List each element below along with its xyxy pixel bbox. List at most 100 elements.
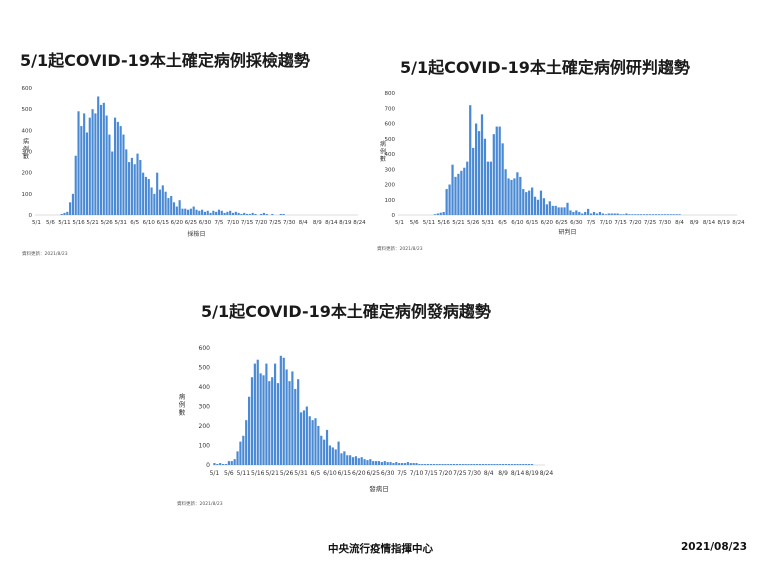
bar xyxy=(457,173,460,215)
bar xyxy=(444,464,447,465)
bar xyxy=(167,198,170,215)
y-tick-label: 500 xyxy=(199,365,211,372)
x-tick-label: 5/31 xyxy=(482,220,494,226)
bar xyxy=(83,113,86,215)
x-tick-label: 5/21 xyxy=(265,470,279,477)
x-tick-label: 8/14 xyxy=(511,470,525,477)
x-tick-label: 6/20 xyxy=(171,220,184,226)
x-tick-label: 8/4 xyxy=(299,220,308,226)
bar xyxy=(610,213,613,215)
bar xyxy=(625,213,628,215)
bar xyxy=(631,214,634,215)
x-tick-label: 8/19 xyxy=(525,470,539,477)
x-tick-label: 6/10 xyxy=(323,470,337,477)
bar xyxy=(575,210,578,215)
x-tick-label: 5/11 xyxy=(58,220,70,226)
bar xyxy=(557,207,560,215)
bar xyxy=(323,439,326,465)
bar xyxy=(245,213,249,215)
bar xyxy=(640,214,643,215)
bar xyxy=(369,459,372,465)
bar xyxy=(251,212,254,215)
bar xyxy=(178,200,181,215)
bar xyxy=(320,435,323,465)
bar xyxy=(184,208,187,215)
bar xyxy=(314,418,317,465)
x-tick-label: 6/10 xyxy=(511,220,524,226)
bar xyxy=(481,464,485,465)
bar xyxy=(409,463,412,465)
bar xyxy=(530,464,534,465)
chart-title: 5/1起COVID-19本土確定病例採檢趨勢 xyxy=(20,51,310,70)
y-tick-label: 500 xyxy=(385,137,396,143)
x-tick-label: 6/15 xyxy=(526,220,539,226)
bar xyxy=(60,213,63,215)
bar xyxy=(499,464,502,465)
bar xyxy=(375,461,378,465)
y-axis-label: 病例數 xyxy=(380,140,386,163)
bar xyxy=(398,463,401,465)
bar xyxy=(447,464,450,465)
x-axis-label: 採檢日 xyxy=(187,230,205,238)
x-tick-label: 8/19 xyxy=(339,220,352,226)
bar xyxy=(189,208,192,215)
bar xyxy=(291,371,294,465)
bar xyxy=(170,195,173,215)
x-tick-label: 7/10 xyxy=(410,470,424,477)
bar xyxy=(222,464,225,465)
bar xyxy=(227,461,230,465)
bar xyxy=(317,426,320,465)
bar xyxy=(645,214,649,215)
x-tick-label: 5/6 xyxy=(46,220,55,226)
bar xyxy=(262,212,265,215)
bar xyxy=(282,357,285,465)
bar xyxy=(651,214,655,215)
bar xyxy=(389,462,392,465)
bar xyxy=(130,157,133,215)
bar xyxy=(260,213,263,215)
bar xyxy=(201,209,204,215)
bar xyxy=(133,164,136,215)
bar xyxy=(254,213,257,215)
bar xyxy=(192,206,195,215)
bar xyxy=(654,214,658,215)
bar xyxy=(463,167,466,215)
bar xyxy=(209,212,212,215)
bar xyxy=(613,213,616,215)
bar xyxy=(442,211,445,215)
bar xyxy=(288,381,291,465)
bar xyxy=(545,204,548,215)
bar xyxy=(102,102,105,215)
bar xyxy=(337,441,340,465)
y-tick-label: 300 xyxy=(199,404,211,411)
bar xyxy=(451,164,454,215)
bar xyxy=(436,213,439,215)
bar xyxy=(217,209,221,215)
x-tick-label: 6/5 xyxy=(498,220,507,226)
x-tick-label: 6/5 xyxy=(130,220,139,226)
bar xyxy=(297,379,300,465)
bar xyxy=(634,214,637,215)
bar xyxy=(311,420,314,465)
bar xyxy=(604,214,607,215)
bar xyxy=(551,205,554,215)
bar xyxy=(268,381,271,465)
x-tick-label: 8/19 xyxy=(718,220,731,226)
bar xyxy=(136,153,139,215)
bar xyxy=(607,213,610,215)
bar xyxy=(472,147,475,215)
bar xyxy=(450,464,453,465)
bar xyxy=(346,455,349,465)
bar xyxy=(429,464,433,465)
bar xyxy=(119,126,122,215)
y-tick-label: 100 xyxy=(199,443,211,450)
bar xyxy=(477,131,481,215)
bar xyxy=(305,406,308,465)
bar xyxy=(470,464,473,465)
chart-plot: 0 100 200 300 400 500 600 5/1 5/6 5/11 5/16 5/21 5/2… xyxy=(22,86,367,257)
x-tick-label: 7/30 xyxy=(468,470,482,477)
bar xyxy=(265,363,268,465)
bar xyxy=(466,161,469,215)
x-tick-label: 7/5 xyxy=(397,470,407,477)
bar xyxy=(493,464,496,465)
